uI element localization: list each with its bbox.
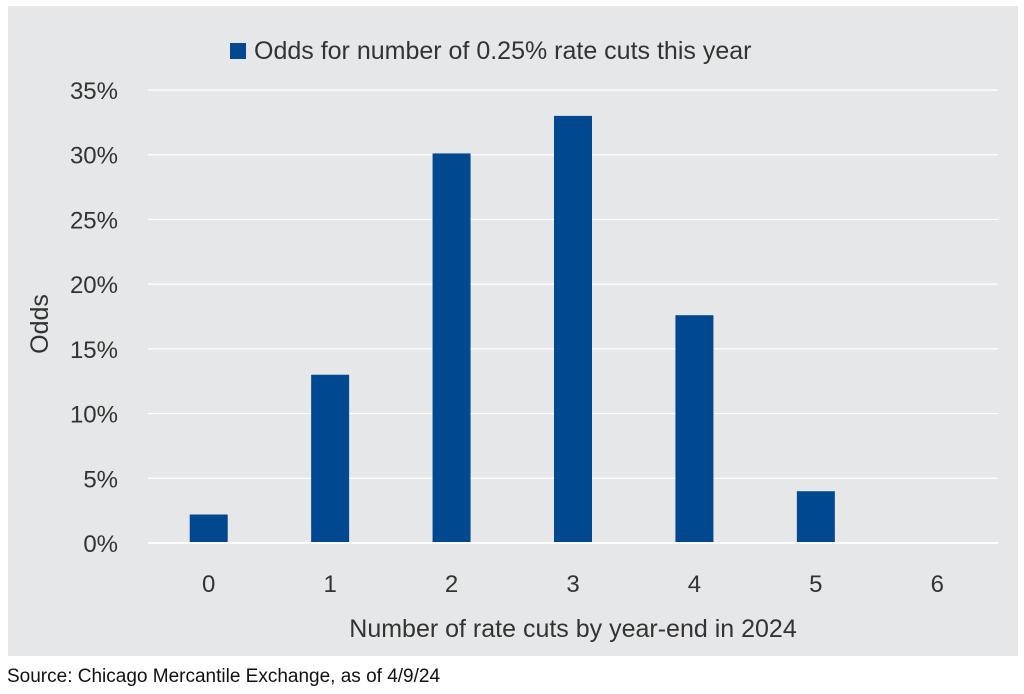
legend-swatch [230, 43, 246, 59]
x-tick-label: 0 [202, 571, 215, 598]
bar-1 [311, 374, 350, 543]
x-tick-label: 6 [931, 571, 944, 598]
x-tick-label: 5 [809, 571, 822, 598]
bars [189, 115, 835, 544]
bar-5 [796, 491, 835, 543]
y-tick-label: 10% [70, 402, 118, 429]
y-tick-label: 20% [70, 272, 118, 299]
y-tick-label: 30% [70, 143, 118, 170]
bar-4 [675, 315, 714, 543]
x-axis-tick-labels: 0 1 2 3 4 5 6 [202, 571, 944, 598]
bar-0 [189, 514, 228, 543]
legend: Odds for number of 0.25% rate cuts this … [230, 37, 751, 65]
y-tick-label: 35% [70, 78, 118, 105]
y-axis-tick-labels: 0% 5% 10% 15% 20% 25% 30% 35% [70, 78, 118, 558]
x-tick-label: 3 [566, 571, 579, 598]
x-axis-title: Number of rate cuts by year-end in 2024 [349, 615, 797, 643]
x-tick-label: 1 [323, 571, 336, 598]
y-tick-label: 15% [70, 337, 118, 364]
y-tick-label: 0% [83, 531, 118, 558]
chart-panel: 0% 5% 10% 15% 20% 25% 30% 35% 0 1 2 3 4 5 6 Number of… [8, 6, 1018, 656]
source-note: Source: Chicago Mercantile Exchange, as … [7, 666, 441, 687]
legend-label: Odds for number of 0.25% rate cuts this … [254, 37, 751, 65]
x-tick-label: 4 [688, 571, 701, 598]
y-axis-title: Odds [26, 294, 54, 354]
y-tick-label: 5% [83, 466, 118, 493]
bar-chart: 0% 5% 10% 15% 20% 25% 30% 35% 0 1 2 3 4 5 6 Number of… [26, 37, 998, 643]
y-tick-label: 25% [70, 207, 118, 234]
bar-3 [554, 115, 592, 543]
x-tick-label: 2 [445, 571, 458, 598]
bar-2 [432, 153, 471, 544]
